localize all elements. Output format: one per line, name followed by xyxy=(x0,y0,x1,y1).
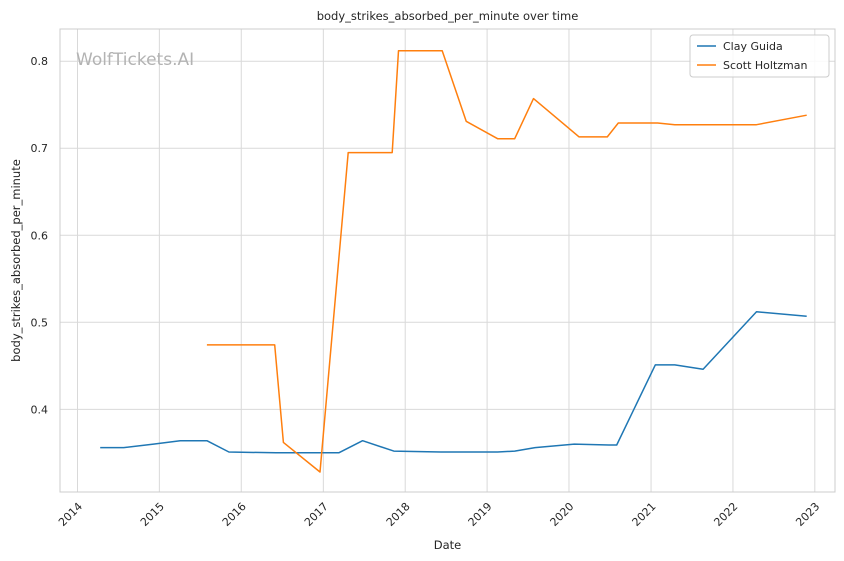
watermark-text: WolfTickets.AI xyxy=(76,50,194,70)
legend-label: Scott Holtzman xyxy=(723,59,807,72)
y-axis-title: body_strikes_absorbed_per_minute xyxy=(9,159,23,362)
y-tick-label: 0.5 xyxy=(31,316,49,329)
x-axis-title: Date xyxy=(434,538,462,552)
series-line-clay-guida xyxy=(100,311,807,454)
plot-area-frame xyxy=(59,28,836,493)
legend: Clay Guida Scott Holtzman xyxy=(689,34,830,78)
series-line-scott-holtzman xyxy=(206,50,807,473)
y-tick-label: 0.6 xyxy=(31,229,49,242)
grid xyxy=(60,29,835,492)
y-tick-label: 0.7 xyxy=(31,142,49,155)
series-lines xyxy=(100,50,807,473)
y-tick-label: 0.8 xyxy=(31,55,49,68)
legend-label: Clay Guida xyxy=(723,40,783,53)
axis-ticks: 2014 2015 2016 2017 2018 2019 2020 2021 2022 2023… xyxy=(31,55,823,529)
chart-title: body_strikes_absorbed_per_minute over ti… xyxy=(317,9,579,23)
legend-box xyxy=(689,34,830,78)
y-tick-label: 0.4 xyxy=(31,403,49,416)
